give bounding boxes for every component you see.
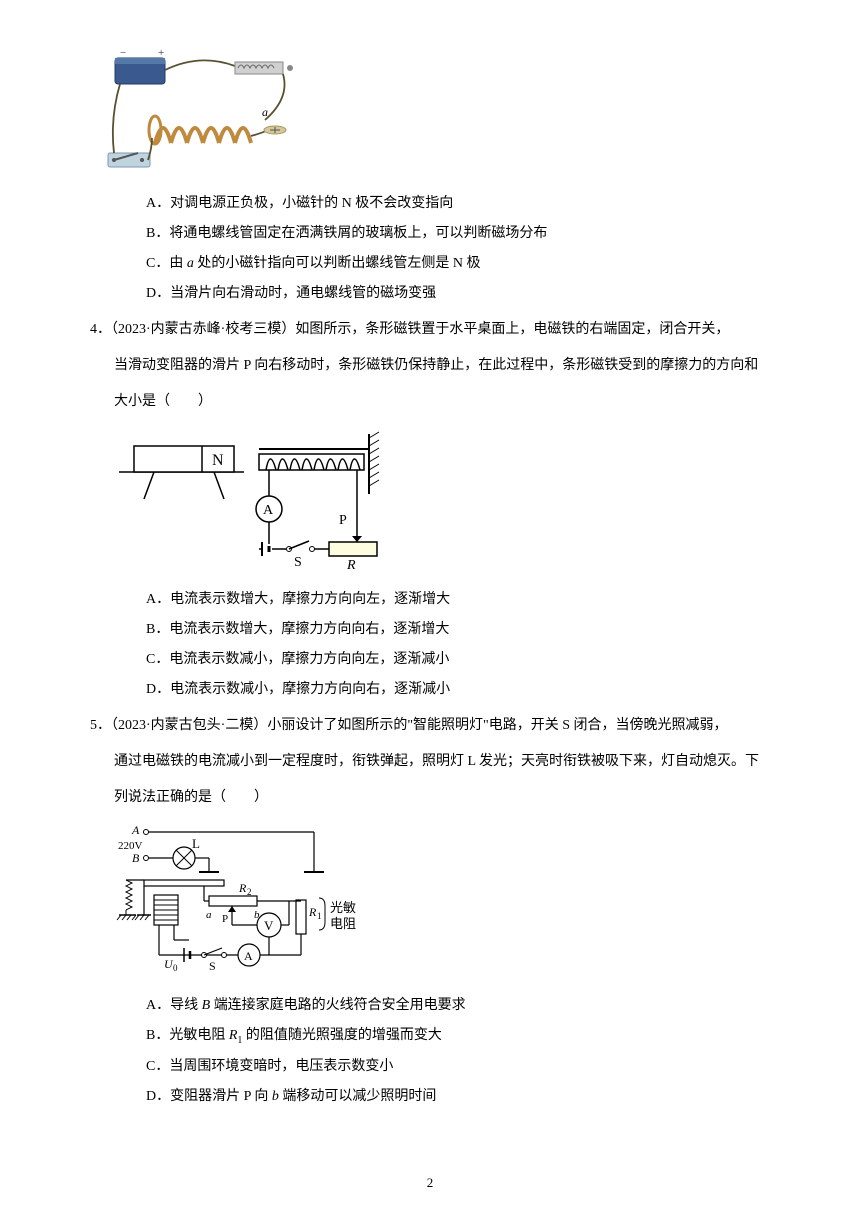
q3-figure: − + a [90, 48, 790, 178]
q4-stem-3: 大小是（ ） [90, 388, 790, 416]
svg-text:V: V [264, 918, 274, 933]
q4-option-d: D．电流表示数减小，摩擦力方向向右，逐渐减小 [90, 676, 790, 704]
q3-optc-pre: C．由 [146, 256, 187, 271]
q5-figure: A B 220V L [90, 820, 790, 980]
svg-text:a: a [262, 105, 268, 119]
svg-text:−: − [120, 48, 126, 59]
svg-text:R: R [346, 558, 356, 573]
svg-text:a: a [206, 909, 212, 921]
svg-text:A: A [244, 949, 253, 963]
q3-circuit-svg: − + a [90, 48, 305, 178]
svg-text:P: P [339, 513, 347, 528]
svg-text:0: 0 [173, 963, 178, 973]
q3-option-d: D．当滑片向右滑动时，通电螺线管的磁场变强 [90, 280, 790, 308]
svg-text:R: R [308, 905, 317, 919]
q5-option-a: A．导线 B 端连接家庭电路的火线符合安全用电要求 [90, 992, 790, 1020]
svg-text:N: N [212, 452, 224, 469]
svg-text:P: P [222, 913, 228, 925]
q5-optb-pre: B．光敏电阻 [146, 1028, 229, 1043]
svg-text:S: S [209, 959, 216, 973]
q5-optb-post: 的阻值随光照强度的增强而变大 [242, 1028, 442, 1043]
q5-stem-2: 通过电磁铁的电流减小到一定程度时，衔铁弹起，照明灯 L 发光；天亮时衔铁被吸下来… [90, 748, 790, 776]
q4-option-b: B．电流表示数增大，摩擦力方向向右，逐渐增大 [90, 616, 790, 644]
q4-option-a: A．电流表示数增大，摩擦力方向向左，逐渐增大 [90, 586, 790, 614]
q4-stem-1: 4．（2023·内蒙古赤峰·校考三模）如图所示，条形磁铁置于水平桌面上，电磁铁的… [90, 316, 790, 344]
svg-text:A: A [263, 503, 274, 518]
svg-text:2: 2 [247, 887, 252, 897]
svg-text:A: A [131, 823, 140, 837]
q5-option-b: B．光敏电阻 R1 的阻值随光照强度的增强而变大 [90, 1022, 790, 1051]
svg-text:220V: 220V [118, 840, 143, 852]
q5-optd-b: b [272, 1089, 279, 1104]
q5-option-c: C．当周围环境变暗时，电压表示数变小 [90, 1053, 790, 1081]
q4-circuit-svg: N A [114, 424, 394, 574]
svg-text:S: S [294, 555, 302, 570]
q5-circuit-svg: A B 220V L [114, 820, 374, 980]
q3-option-c: C．由 a 处的小磁针指向可以判断出螺线管左侧是 N 极 [90, 250, 790, 278]
q3-optc-post: 处的小磁针指向可以判断出螺线管左侧是 N 极 [194, 256, 481, 271]
q3-option-b: B．将通电螺线管固定在洒满铁屑的玻璃板上，可以判断磁场分布 [90, 220, 790, 248]
q4-figure: N A [90, 424, 790, 574]
q3-option-a: A．对调电源正负极，小磁针的 N 极不会改变指向 [90, 190, 790, 218]
q4-option-c: C．电流表示数减小，摩擦力方向向左，逐渐减小 [90, 646, 790, 674]
q5-opta-pre: A．导线 [146, 998, 202, 1013]
page-number: 2 [427, 1170, 434, 1196]
q3-optc-a: a [187, 256, 194, 271]
q5-stem-1: 5．（2023·内蒙古包头·二模）小丽设计了如图所示的"智能照明灯"电路，开关 … [90, 712, 790, 740]
svg-text:光敏: 光敏 [330, 900, 356, 915]
q5-stem-3: 列说法正确的是（ ） [90, 784, 790, 812]
q4-stem-2: 当滑动变阻器的滑片 P 向右移动时，条形磁铁仍保持静止，在此过程中，条形磁铁受到… [90, 352, 790, 380]
svg-text:电阻: 电阻 [330, 916, 356, 931]
q5-option-d: D．变阻器滑片 P 向 b 端移动可以减少照明时间 [90, 1083, 790, 1111]
svg-text:+: + [158, 48, 164, 59]
svg-text:R: R [238, 881, 247, 895]
q5-opta-b: B [202, 998, 211, 1013]
q5-optd-post: 端移动可以减少照明时间 [279, 1089, 437, 1104]
svg-text:L: L [192, 836, 200, 851]
q5-optd-pre: D．变阻器滑片 P 向 [146, 1089, 272, 1104]
svg-text:1: 1 [317, 911, 322, 921]
svg-text:B: B [132, 851, 140, 865]
q5-opta-post: 端连接家庭电路的火线符合安全用电要求 [210, 998, 466, 1013]
